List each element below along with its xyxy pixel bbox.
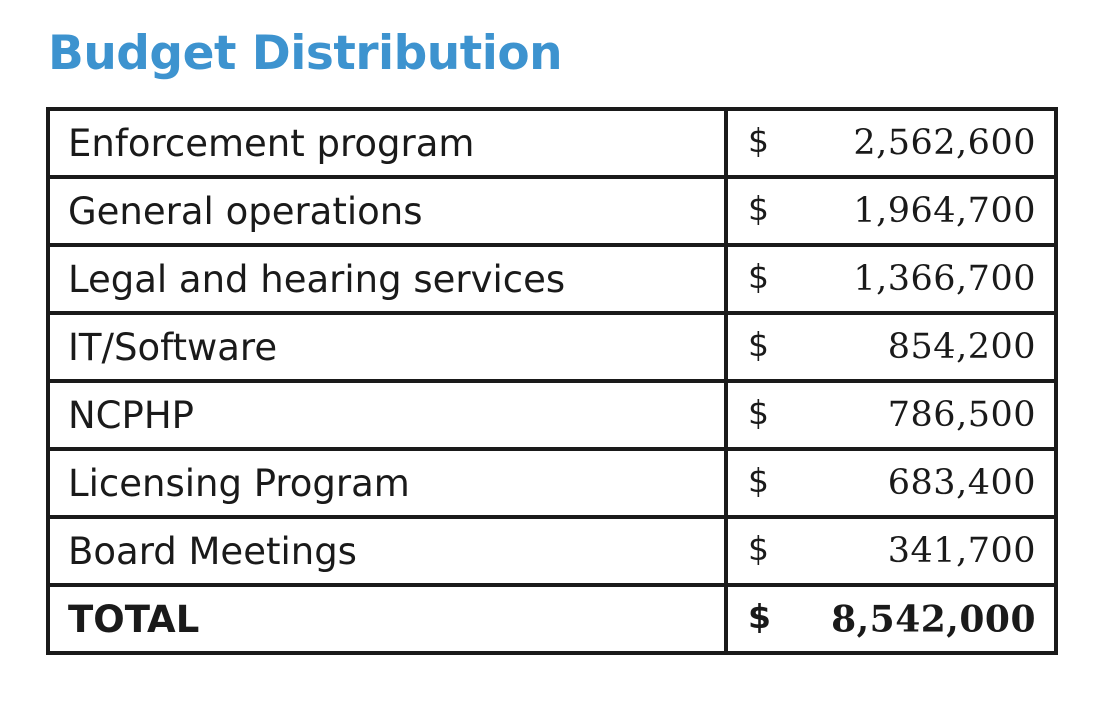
row-value-cell: $ 341,700 — [724, 515, 1058, 587]
row-value-cell: $ 854,200 — [724, 311, 1058, 383]
page-title: Budget Distribution — [48, 26, 563, 81]
row-amount: 341,700 — [887, 531, 1036, 572]
row-label: Legal and hearing services — [46, 243, 728, 315]
table-row: Enforcement program $ 2,562,600 — [46, 107, 1058, 179]
currency-symbol: $ — [748, 528, 769, 568]
row-amount: 786,500 — [887, 395, 1036, 436]
currency-symbol: $ — [748, 392, 769, 432]
budget-table: Enforcement program $ 2,562,600 General … — [46, 107, 1058, 655]
table-row: Board Meetings $ 341,700 — [46, 515, 1058, 587]
row-label: NCPHP — [46, 379, 728, 451]
total-label: TOTAL — [46, 583, 728, 655]
currency-symbol: $ — [748, 596, 771, 636]
currency-symbol: $ — [748, 460, 769, 500]
table-row: General operations $ 1,964,700 — [46, 175, 1058, 247]
table-row: Legal and hearing services $ 1,366,700 — [46, 243, 1058, 315]
row-value-cell: $ 1,366,700 — [724, 243, 1058, 315]
row-amount: 1,964,700 — [853, 191, 1036, 232]
row-amount: 1,366,700 — [853, 259, 1036, 300]
table-row: NCPHP $ 786,500 — [46, 379, 1058, 451]
currency-symbol: $ — [748, 188, 769, 228]
budget-table-body: Enforcement program $ 2,562,600 General … — [46, 107, 1058, 655]
total-row: TOTAL $ 8,542,000 — [46, 583, 1058, 655]
currency-symbol: $ — [748, 256, 769, 296]
currency-symbol: $ — [748, 324, 769, 364]
row-value-cell: $ 1,964,700 — [724, 175, 1058, 247]
row-label: Licensing Program — [46, 447, 728, 519]
currency-symbol: $ — [748, 120, 769, 160]
row-label: Board Meetings — [46, 515, 728, 587]
row-amount: 854,200 — [887, 327, 1036, 368]
row-amount: 2,562,600 — [853, 123, 1036, 164]
row-amount: 683,400 — [887, 463, 1036, 504]
total-amount: 8,542,000 — [831, 598, 1036, 641]
row-value-cell: $ 2,562,600 — [724, 107, 1058, 179]
row-label: General operations — [46, 175, 728, 247]
table-row: IT/Software $ 854,200 — [46, 311, 1058, 383]
row-value-cell: $ 786,500 — [724, 379, 1058, 451]
table-row: Licensing Program $ 683,400 — [46, 447, 1058, 519]
row-value-cell: $ 683,400 — [724, 447, 1058, 519]
row-label: IT/Software — [46, 311, 728, 383]
row-label: Enforcement program — [46, 107, 728, 179]
total-value-cell: $ 8,542,000 — [724, 583, 1058, 655]
